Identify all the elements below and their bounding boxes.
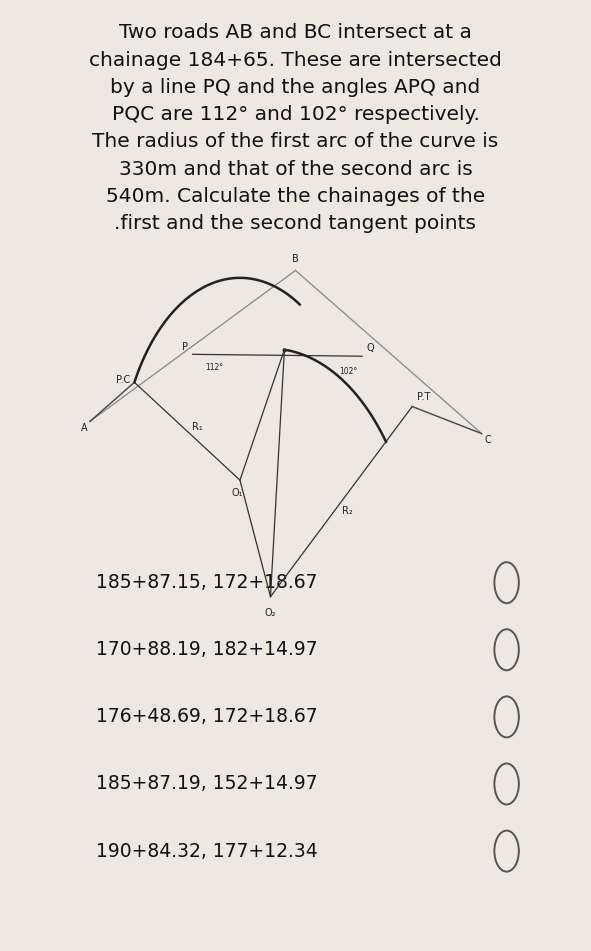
Text: 112°: 112° bbox=[205, 362, 223, 372]
Text: O₁: O₁ bbox=[232, 488, 243, 497]
Text: R₁: R₁ bbox=[192, 421, 203, 432]
Text: 185+87.19, 152+14.97: 185+87.19, 152+14.97 bbox=[96, 774, 318, 793]
Text: 170+88.19, 182+14.97: 170+88.19, 182+14.97 bbox=[96, 640, 318, 659]
Text: 176+48.69, 172+18.67: 176+48.69, 172+18.67 bbox=[96, 708, 318, 727]
Text: 102°: 102° bbox=[339, 367, 358, 377]
Text: 185+87.15, 172+18.67: 185+87.15, 172+18.67 bbox=[96, 573, 318, 592]
Text: O₂: O₂ bbox=[265, 608, 276, 618]
Text: P.C: P.C bbox=[116, 376, 130, 385]
Text: P: P bbox=[182, 341, 189, 352]
Text: C: C bbox=[485, 436, 491, 445]
Text: R₂: R₂ bbox=[342, 506, 352, 515]
Text: Two roads AB and BC intersect at a
chainage 184+65. These are intersected
by a l: Two roads AB and BC intersect at a chain… bbox=[89, 24, 502, 233]
Text: P.T: P.T bbox=[417, 392, 430, 402]
Text: A: A bbox=[80, 423, 87, 434]
Text: 190+84.32, 177+12.34: 190+84.32, 177+12.34 bbox=[96, 842, 318, 861]
Text: B: B bbox=[292, 254, 299, 264]
Text: Q: Q bbox=[366, 343, 374, 354]
